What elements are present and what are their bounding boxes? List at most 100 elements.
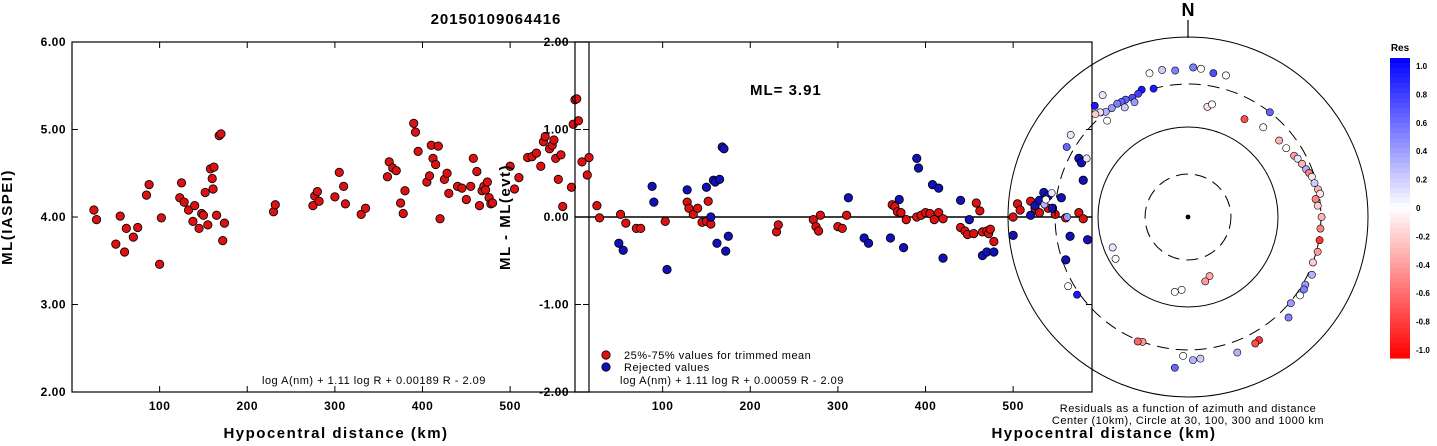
station-point	[91, 215, 102, 225]
colorbar-cell	[1390, 218, 1410, 224]
accepted-point	[688, 209, 698, 219]
station-point	[556, 150, 566, 160]
station-point	[444, 188, 454, 198]
rejected-point	[899, 243, 909, 253]
station-residual-point	[1265, 108, 1274, 117]
station-residual-point	[1316, 189, 1325, 198]
colorbar-cell	[1390, 288, 1410, 294]
colorbar-cell	[1390, 138, 1410, 144]
station-point	[435, 214, 445, 224]
station-point	[536, 161, 546, 171]
colorbar-cell	[1390, 273, 1410, 279]
y-tick-label: 1.00	[544, 123, 569, 137]
station-residual-point	[1170, 288, 1179, 296]
station-residual-point	[1189, 63, 1198, 72]
legend-accepted-label: 25%-75% values for trimmed mean	[624, 350, 811, 362]
station-point	[431, 159, 441, 170]
station-residual-point	[1201, 277, 1210, 286]
y-tick-label: 2.00	[41, 385, 66, 399]
rejected-point	[1078, 175, 1088, 185]
station-point	[340, 199, 350, 209]
colorbar-title: Res	[1391, 43, 1410, 54]
station-point	[219, 218, 230, 228]
station-residual-point	[1177, 285, 1186, 294]
station-point	[330, 192, 340, 202]
accepted-point	[925, 208, 935, 219]
x-tick-label: 300	[324, 399, 346, 413]
station-residual-point	[1113, 99, 1122, 108]
station-point	[270, 200, 280, 210]
station-point	[211, 210, 222, 220]
colorbar-cell	[1390, 213, 1410, 219]
colorbar-cell	[1390, 283, 1410, 289]
station-point	[472, 166, 482, 177]
colorbar-cell	[1390, 163, 1410, 169]
accepted-point	[969, 229, 979, 239]
accepted-point	[773, 220, 783, 230]
colorbar-cell	[1390, 253, 1410, 259]
rejected-point	[1065, 231, 1075, 241]
station-residual-point	[1103, 116, 1112, 125]
station-residual-point	[1197, 64, 1205, 73]
station-point	[312, 187, 322, 197]
station-residual-point	[1240, 115, 1249, 124]
station-point	[144, 180, 154, 190]
y-tick-label: 0.00	[544, 210, 569, 224]
rejected-point	[894, 194, 904, 205]
station-point	[474, 201, 485, 211]
station-point	[505, 161, 515, 171]
colorbar-cell	[1390, 343, 1410, 349]
y-tick-label: 5.00	[41, 123, 66, 137]
station-residual-point	[1208, 100, 1216, 109]
station-point	[382, 172, 393, 182]
station-residual-point	[1091, 110, 1100, 119]
legend-rejected-label: Rejected values	[624, 362, 710, 374]
accepted-point	[934, 208, 944, 218]
rejected-point	[1008, 230, 1018, 240]
station-point	[334, 167, 344, 177]
accepted-point	[660, 216, 670, 226]
station-point	[188, 216, 198, 226]
legend-accepted-marker	[601, 350, 611, 360]
colorbar-cell	[1390, 143, 1410, 149]
station-point	[119, 247, 130, 257]
station-residual-point	[1209, 69, 1218, 78]
colorbar-cell	[1390, 238, 1410, 244]
colorbar-cell	[1390, 308, 1410, 314]
rejected-point	[614, 238, 624, 248]
magnitude-vs-distance-plot: 100 200 300 400 500 2.00 3.00 4.00 5.00 6.00 log …	[0, 35, 594, 442]
accepted-point	[1008, 212, 1018, 222]
colorbar-tick-label: 0.6	[1416, 119, 1428, 128]
colorbar-cell	[1390, 298, 1410, 304]
y-tick-label: -2.00	[539, 385, 569, 399]
station-point	[155, 259, 165, 269]
plot1-x-label: Hypocentral distance (km)	[223, 425, 448, 441]
station-point	[314, 196, 324, 206]
accepted-point	[929, 215, 939, 225]
colorbar-cell	[1390, 208, 1410, 214]
colorbar-cell	[1390, 83, 1410, 89]
station-residual-point	[1296, 291, 1304, 300]
station-residual-point	[1313, 247, 1322, 256]
colorbar-cell	[1390, 318, 1410, 324]
colorbar-cell	[1390, 123, 1410, 129]
x-tick-label: 300	[827, 399, 849, 413]
station-point	[400, 186, 410, 196]
station-residual-point	[1170, 363, 1179, 372]
colorbar-tick-label: -0.2	[1416, 232, 1430, 241]
accepted-point	[594, 213, 605, 223]
station-point	[558, 201, 568, 212]
rejected-point	[912, 153, 922, 163]
colorbar-cell	[1390, 118, 1410, 124]
rejected-point	[701, 182, 712, 192]
x-tick-label: 100	[652, 399, 674, 413]
station-residual-point	[1134, 89, 1143, 98]
colorbar-tick-label: 0.2	[1416, 176, 1428, 185]
station-point	[549, 135, 559, 145]
x-tick-label: 200	[236, 399, 258, 413]
station-point	[509, 184, 520, 194]
station-residual-point	[1196, 354, 1205, 363]
colorbar-cell	[1390, 113, 1410, 119]
distance-ring	[1144, 173, 1232, 261]
colorbar-cell	[1390, 183, 1410, 189]
